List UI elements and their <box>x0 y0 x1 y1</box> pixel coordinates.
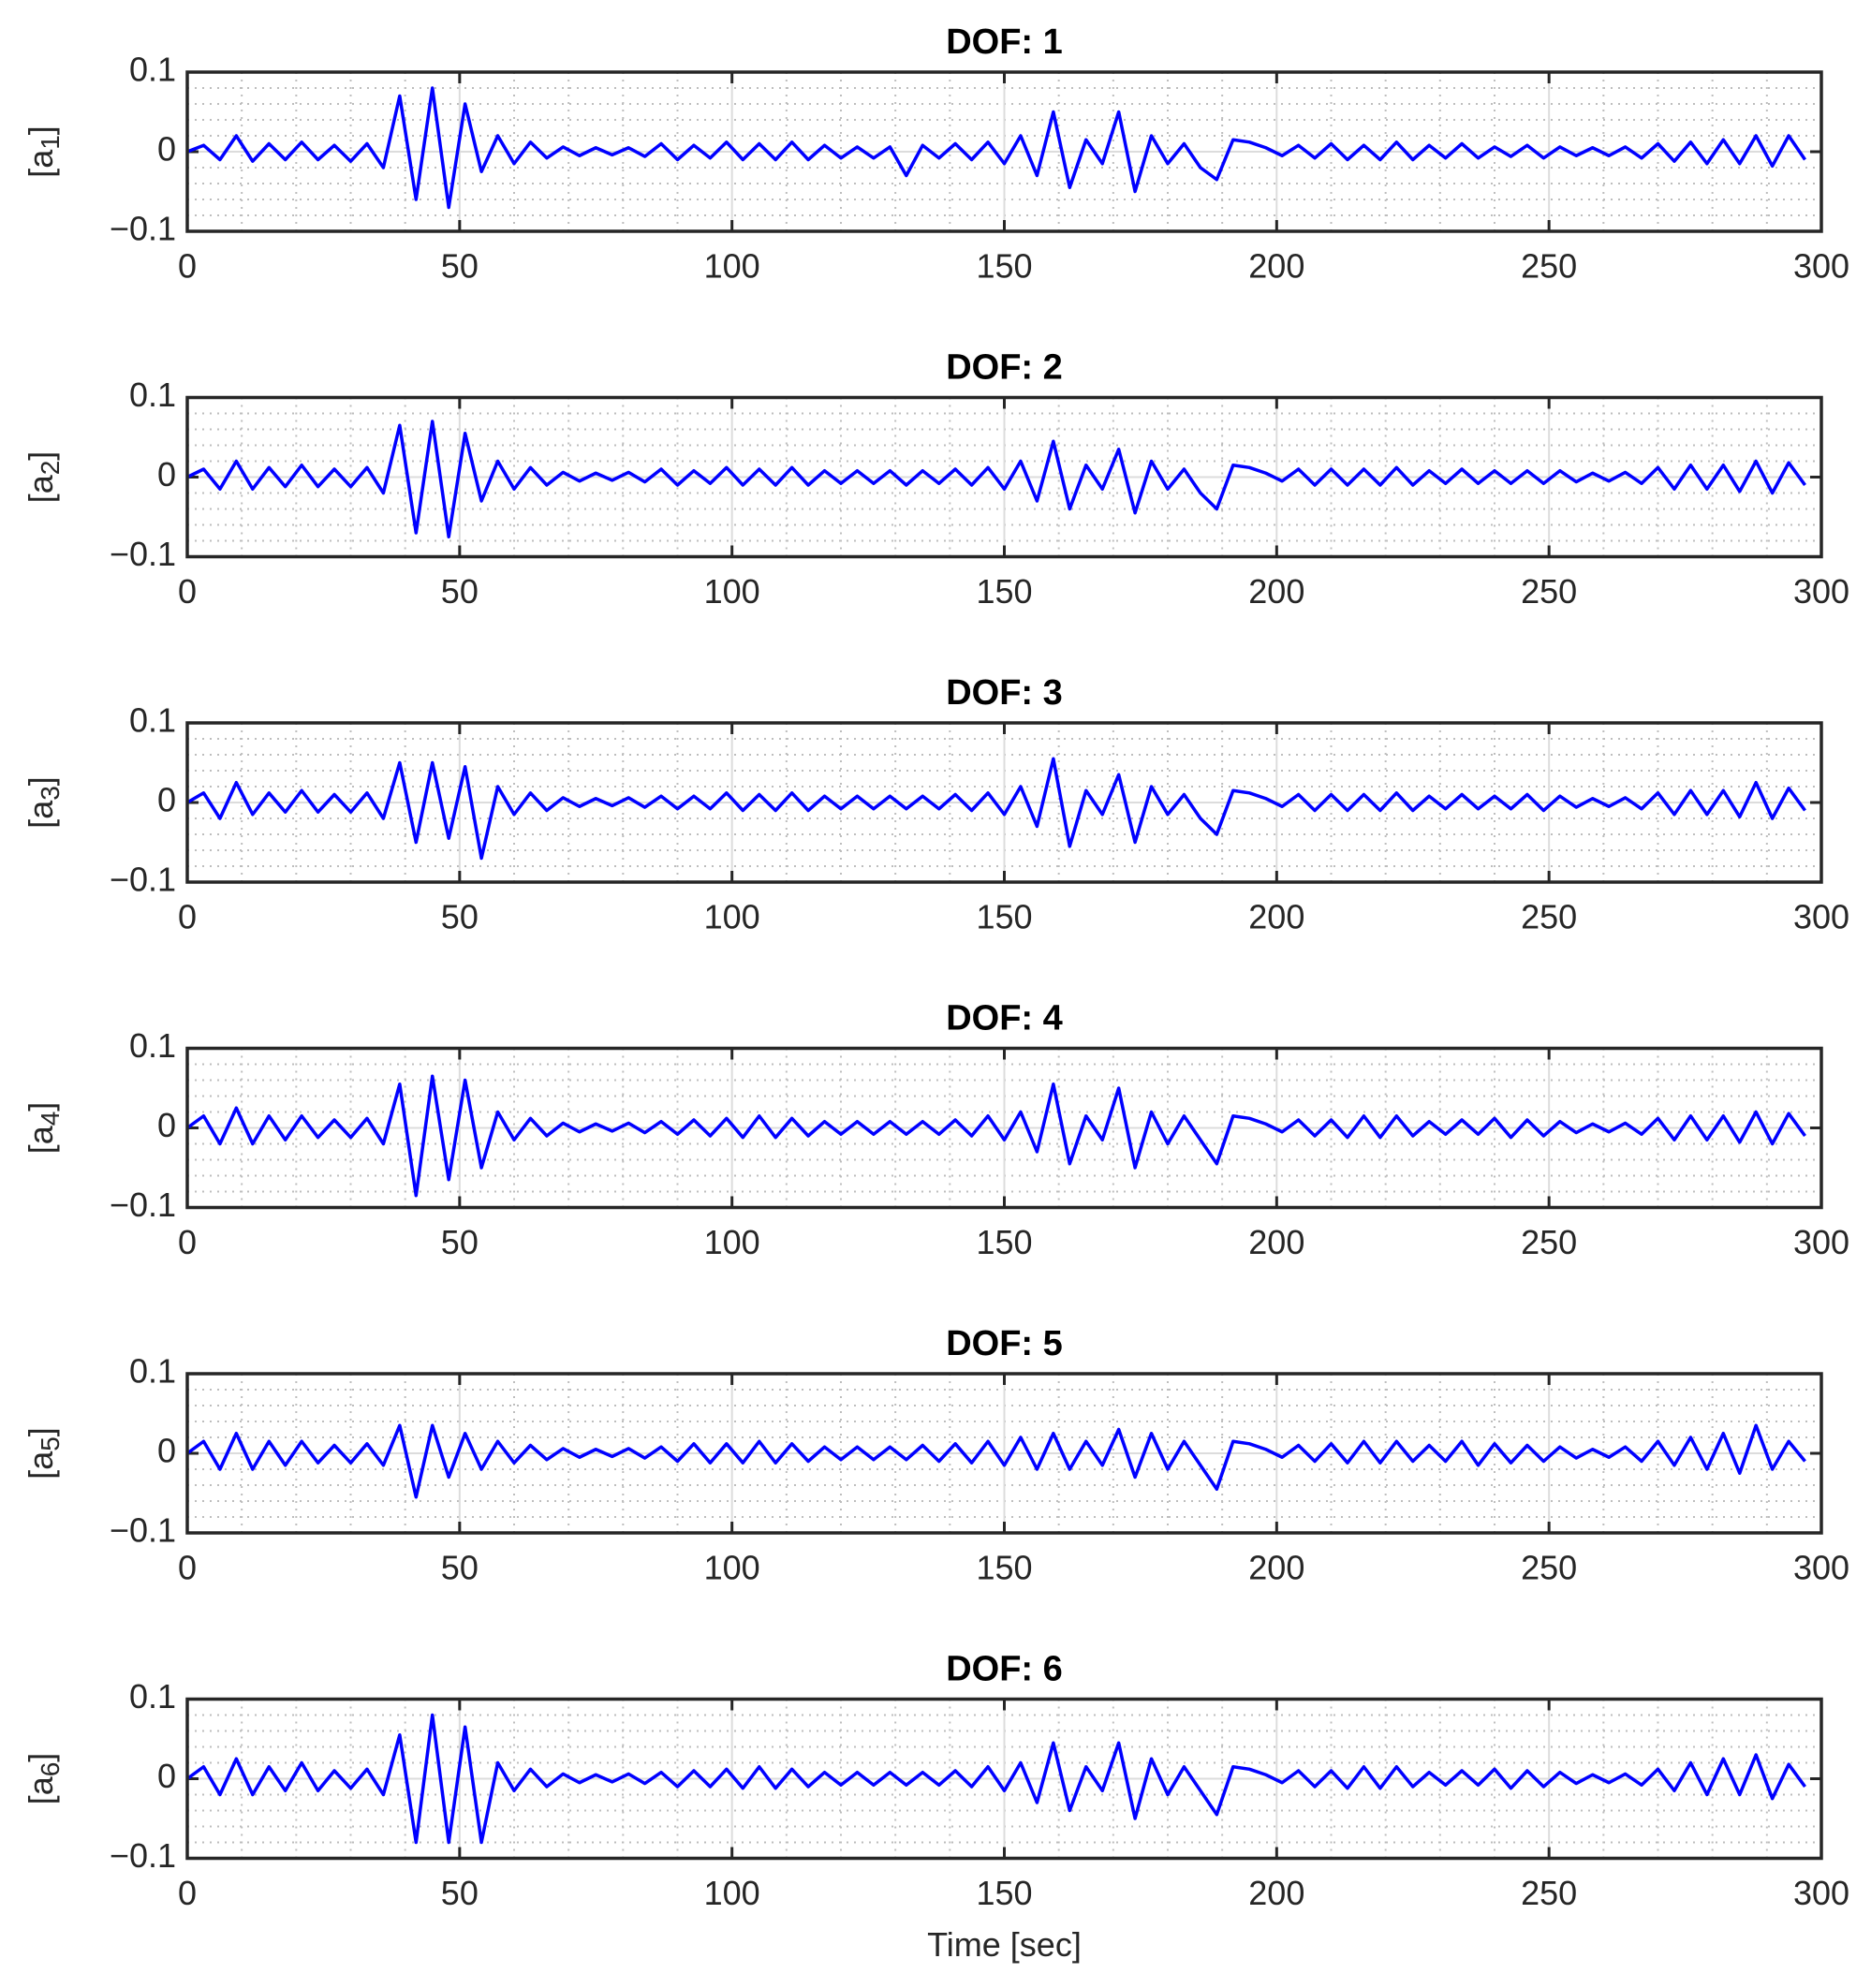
x-tick-label: 100 <box>704 1874 760 1912</box>
y-axis-label: [a6] <box>22 1753 66 1805</box>
signal-line <box>185 1423 1806 1499</box>
subplot-title: DOF: 6 <box>946 1650 1063 1689</box>
x-tick-label: 200 <box>1248 1549 1304 1587</box>
y-tick-label: 0 <box>157 130 176 169</box>
x-tick-label: 250 <box>1521 572 1577 611</box>
subplot-title: DOF: 1 <box>946 22 1063 62</box>
x-tick-label: 250 <box>1521 1549 1577 1587</box>
y-tick-label: −0.1 <box>110 210 176 248</box>
x-tick-label: 150 <box>976 572 1032 611</box>
y-tick-label: 0.1 <box>129 701 176 740</box>
x-tick-label: 300 <box>1793 247 1849 286</box>
subplot-title: DOF: 3 <box>946 673 1063 713</box>
x-axis-label: Time [sec] <box>927 1925 1082 1964</box>
x-tick-label: 200 <box>1248 1874 1304 1912</box>
y-axis-label: [a5] <box>22 1427 66 1480</box>
y-tick-label: −0.1 <box>110 1836 176 1875</box>
x-tick-label: 50 <box>441 1549 479 1587</box>
x-tick-label: 100 <box>704 1223 760 1261</box>
x-tick-label: 0 <box>178 1874 197 1912</box>
x-tick-label: 250 <box>1521 247 1577 286</box>
x-tick-label: 250 <box>1521 1874 1577 1912</box>
y-tick-label: 0 <box>157 455 176 493</box>
x-tick-label: 0 <box>178 247 197 286</box>
signal-line <box>186 757 1806 861</box>
x-tick-label: 100 <box>704 572 760 611</box>
x-tick-label: 250 <box>1521 898 1577 936</box>
x-tick-label: 250 <box>1521 1223 1577 1261</box>
y-axis-label: [a1] <box>22 125 66 178</box>
x-tick-label: 150 <box>976 1549 1032 1587</box>
y-axis-label: [a4] <box>22 1102 66 1155</box>
x-tick-label: 0 <box>178 572 197 611</box>
x-tick-label: 50 <box>441 1874 479 1912</box>
x-tick-label: 100 <box>704 247 760 286</box>
y-tick-label: 0 <box>157 1106 176 1144</box>
x-tick-label: 300 <box>1793 1549 1849 1587</box>
x-tick-label: 300 <box>1793 898 1849 936</box>
x-tick-label: 0 <box>178 1549 197 1587</box>
y-tick-label: 0 <box>157 1432 176 1470</box>
x-tick-label: 200 <box>1248 572 1304 611</box>
y-tick-label: 0.1 <box>129 1677 176 1716</box>
y-axis-label: [a3] <box>22 776 66 829</box>
y-tick-label: 0 <box>157 781 176 819</box>
x-tick-label: 0 <box>178 1223 197 1261</box>
x-tick-label: 200 <box>1248 247 1304 286</box>
signal-line <box>186 420 1806 538</box>
x-tick-label: 150 <box>976 1223 1032 1261</box>
x-tick-label: 150 <box>976 898 1032 936</box>
x-tick-label: 200 <box>1248 898 1304 936</box>
y-tick-label: 0.1 <box>129 51 176 89</box>
axes-frame <box>185 1046 1823 1210</box>
y-tick-label: −0.1 <box>110 535 176 573</box>
x-tick-label: 50 <box>441 247 479 286</box>
y-tick-label: −0.1 <box>110 1185 176 1224</box>
x-tick-label: 0 <box>178 898 197 936</box>
axes-frame <box>185 721 1823 884</box>
signal-line <box>186 86 1806 210</box>
x-tick-label: 200 <box>1248 1223 1304 1261</box>
x-tick-label: 150 <box>976 247 1032 286</box>
axes-frame <box>185 1372 1823 1535</box>
x-tick-label: 50 <box>441 1223 479 1261</box>
x-tick-label: 300 <box>1793 572 1849 611</box>
signal-line <box>185 1074 1806 1198</box>
y-tick-label: 0.1 <box>129 376 176 414</box>
subplot-title: DOF: 2 <box>946 348 1063 388</box>
signal-line <box>185 1713 1806 1845</box>
x-tick-label: 300 <box>1793 1874 1849 1912</box>
axes-frame <box>185 1697 1823 1861</box>
x-tick-label: 100 <box>704 898 760 936</box>
y-tick-label: 0 <box>157 1757 176 1795</box>
x-tick-label: 50 <box>441 572 479 611</box>
y-tick-label: −0.1 <box>110 861 176 899</box>
x-tick-label: 50 <box>441 898 479 936</box>
y-tick-label: 0.1 <box>129 1352 176 1391</box>
y-tick-label: −0.1 <box>110 1511 176 1550</box>
y-axis-label: [a2] <box>22 451 66 504</box>
subplot-title: DOF: 4 <box>946 999 1063 1038</box>
subplot-title: DOF: 5 <box>946 1324 1063 1363</box>
axes-frame <box>185 70 1823 233</box>
axes-frame <box>185 395 1823 559</box>
x-tick-label: 300 <box>1793 1223 1849 1261</box>
x-tick-label: 150 <box>976 1874 1032 1912</box>
y-tick-label: 0.1 <box>129 1026 176 1065</box>
x-tick-label: 100 <box>704 1549 760 1587</box>
